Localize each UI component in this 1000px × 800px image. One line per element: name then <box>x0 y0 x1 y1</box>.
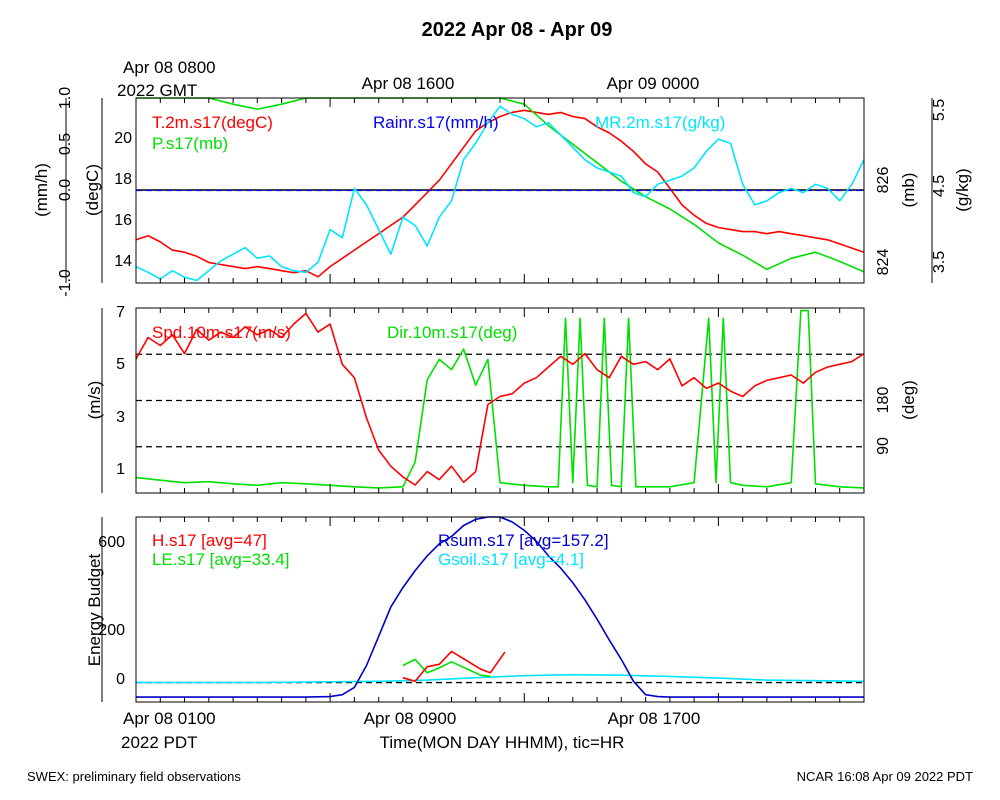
wind-speed-line <box>135 312 865 486</box>
panel-bottom: 0 200 600 Energy Budget H.s17 [avg=47] L… <box>85 516 865 703</box>
legend-gsoil: Gsoil.s17 [avg=4.1] <box>438 550 584 569</box>
panel-bottom-series <box>136 516 865 698</box>
temp-tick-label: 16 <box>114 212 132 229</box>
rain-tick-label: 0.0 <box>57 179 74 201</box>
top-time-mid-label: Apr 08 1600 <box>362 74 455 93</box>
top-time-end-label: Apr 09 0000 <box>607 74 700 93</box>
energy-axis-label: Energy Budget <box>85 553 104 666</box>
panel-middle-series <box>135 309 865 489</box>
bottom-time-mid-label: Apr 08 0900 <box>364 709 457 728</box>
legend-mixing-ratio: MR.2m.s17(g/kg) <box>595 113 725 132</box>
x-axis-label: Time(MON DAY HHMM), tic=HR <box>380 733 625 752</box>
temp-axis-label: (degC) <box>83 164 102 216</box>
legend-speed: Spd.10m.s17(m/s) <box>152 323 291 342</box>
panel-middle: 1 3 5 7 (m/s) 90 180 (deg) Spd.10m.s17(m… <box>85 304 918 494</box>
legend-direction: Dir.10m.s17(deg) <box>387 323 517 342</box>
panel-top: -1.0 0.0 0.5 1.0 (mm/h) 14 16 18 20 (deg… <box>32 87 972 297</box>
panel-bottom-ticks <box>159 517 841 702</box>
net-radiation-line <box>136 516 864 698</box>
chart-title: 2022 Apr 08 - Apr 09 <box>422 19 613 41</box>
dir-tick-label: 180 <box>875 387 892 414</box>
footer-left: SWEX: preliminary field observations <box>27 769 241 784</box>
rain-tick-label: 1.0 <box>57 87 74 109</box>
legend-temp: T.2m.s17(degC) <box>152 113 273 132</box>
spd-tick-label: 3 <box>116 409 125 426</box>
spd-tick-label: 7 <box>116 304 125 321</box>
temp-tick-label: 18 <box>114 171 132 188</box>
mr-tick-label: 3.5 <box>931 251 948 273</box>
temperature-line <box>135 109 865 278</box>
energy-tick-label: 200 <box>98 622 125 639</box>
legend-pressure: P.s17(mb) <box>152 134 228 153</box>
bottom-time-end-label: Apr 08 1700 <box>608 709 701 728</box>
bottom-time-start-year-label: 2022 PDT <box>121 733 198 752</box>
spd-tick-label: 5 <box>116 356 125 373</box>
mr-tick-label: 4.5 <box>931 175 948 197</box>
wind-direction-line <box>135 309 865 489</box>
energy-tick-label: 600 <box>98 534 125 551</box>
temp-tick-label: 14 <box>114 253 132 270</box>
mr-tick-label: 5.5 <box>931 99 948 121</box>
legend-rsum: Rsum.s17 [avg=157.2] <box>438 531 609 550</box>
rain-tick-label: 0.5 <box>57 133 74 155</box>
mr-axis-label: (g/kg) <box>953 168 972 211</box>
pres-tick-label: 824 <box>875 249 892 276</box>
footer-right: NCAR 16:08 Apr 09 2022 PDT <box>797 769 973 784</box>
energy-tick-label: 0 <box>116 671 125 688</box>
panel-middle-ticks <box>159 308 841 493</box>
top-time-start-label: Apr 08 0800 <box>123 58 216 77</box>
sensible-heat-line <box>402 650 506 683</box>
pres-axis-label: (mb) <box>899 173 918 208</box>
dir-tick-label: 90 <box>875 437 892 455</box>
rain-axis-label: (mm/h) <box>32 163 51 217</box>
top-time-start-year-label: 2022 GMT <box>117 81 197 100</box>
latent-heat-line <box>402 658 491 678</box>
pres-tick-label: 826 <box>875 167 892 194</box>
bottom-time-start-label: Apr 08 0100 <box>123 709 216 728</box>
panel-middle-dashed-lines <box>136 353 864 448</box>
legend-rain: Rainr.s17(mm/h) <box>373 113 499 132</box>
rain-tick-label: -1.0 <box>57 269 74 297</box>
spd-tick-label: 1 <box>116 461 125 478</box>
spd-axis-label: (m/s) <box>85 381 104 420</box>
panel-top-ticks <box>159 98 841 283</box>
soil-heat-line <box>136 673 865 684</box>
dir-axis-label: (deg) <box>899 380 918 420</box>
legend-latent-heat: LE.s17 [avg=33.4] <box>152 550 290 569</box>
mixing-ratio-line <box>135 105 865 282</box>
temp-tick-label: 20 <box>114 130 132 147</box>
legend-sensible-heat: H.s17 [avg=47] <box>152 531 267 550</box>
